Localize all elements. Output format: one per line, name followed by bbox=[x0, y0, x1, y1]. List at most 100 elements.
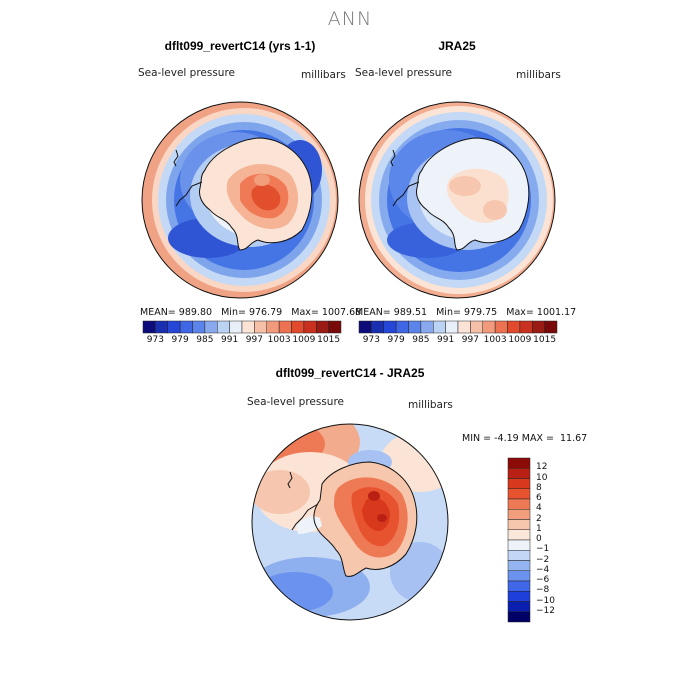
colorbar-panel-1-swatch bbox=[142, 320, 156, 334]
colorbar-panel-1-swatch bbox=[316, 320, 329, 334]
colorbar-panel-2-swatch bbox=[433, 320, 446, 334]
colorbar-panel-2-tick-label: 1015 bbox=[533, 335, 557, 345]
colorbar-panel-3-swatch bbox=[507, 580, 531, 592]
panel-2-variable-label: Sea-level pressure bbox=[355, 67, 453, 79]
figure-title: ANN bbox=[327, 8, 373, 30]
colorbar-panel-1-swatch bbox=[254, 320, 267, 334]
colorbar-panel-2-swatch bbox=[358, 320, 372, 334]
panel-2-max: 1001.17 bbox=[536, 307, 577, 318]
colorbar-panel-1-tick-label: 985 bbox=[196, 335, 214, 345]
panel-1-max: 1007.68 bbox=[321, 307, 362, 318]
colorbar-panel-3-swatch bbox=[507, 570, 531, 582]
colorbar-panel-2-ticks: 973 979 985 991 997 1003 1009 1015 bbox=[359, 335, 557, 347]
colorbar-panel-3-tick-label: 0 bbox=[536, 534, 542, 544]
colorbar-panel-1-swatch bbox=[328, 320, 342, 334]
panel-3-map bbox=[251, 423, 449, 621]
colorbar-panel-3 bbox=[507, 457, 531, 623]
colorbar-panel-3-swatch bbox=[507, 478, 531, 489]
colorbar-panel-3-swatch bbox=[507, 560, 531, 571]
colorbar-panel-1-tick-label: 1009 bbox=[292, 335, 316, 345]
colorbar-panel-2-tick-label: 973 bbox=[362, 335, 380, 345]
colorbar-panel-3-tick-label: 6 bbox=[536, 493, 542, 503]
colorbar-panel-2-swatch bbox=[532, 320, 545, 334]
colorbar-panel-2-swatch bbox=[371, 320, 384, 334]
panel-3-max: 11.67 bbox=[559, 433, 588, 444]
panel-1-variable-label: Sea-level pressure bbox=[138, 67, 236, 79]
colorbar-panel-3-swatch bbox=[507, 601, 531, 612]
colorbar-panel-2-swatch bbox=[470, 320, 483, 334]
colorbar-panel-2-tick-label: 1003 bbox=[483, 335, 507, 345]
panel-2-mean: 989.51 bbox=[393, 307, 428, 318]
colorbar-panel-1-swatch bbox=[241, 320, 255, 334]
colorbar-panel-3-swatch bbox=[507, 611, 531, 623]
colorbar-panel-2-tick-label: 1009 bbox=[508, 335, 532, 345]
panel-1-map bbox=[141, 101, 339, 299]
colorbar-panel-3-tick-label: −12 bbox=[536, 605, 555, 616]
colorbar-panel-2-swatch bbox=[482, 320, 496, 334]
panel-2-min: 979.75 bbox=[463, 307, 498, 318]
colorbar-panel-3-tick-label: −8 bbox=[536, 585, 550, 596]
colorbar-panel-1-swatch bbox=[266, 320, 280, 334]
colorbar-panel-3-swatch bbox=[507, 519, 531, 530]
colorbar-panel-3-swatch bbox=[507, 529, 531, 541]
panel-1-units-label: millibars bbox=[301, 69, 346, 81]
colorbar-panel-1-tick-label: 991 bbox=[221, 335, 239, 345]
colorbar-panel-3-tick-label: 12 bbox=[536, 462, 548, 473]
colorbar-panel-1-tick-label: 973 bbox=[146, 335, 164, 345]
colorbar-panel-1-swatch bbox=[192, 320, 206, 334]
colorbar-panel-3-swatch bbox=[507, 498, 531, 510]
panel-1-min: 976.79 bbox=[248, 307, 283, 318]
colorbar-panel-1-tick-label: 1015 bbox=[317, 335, 341, 345]
colorbar-panel-3-ticks: 12 10 8 6 4 2 1 0 −1 −2 −4 −6 −8 −10 −12 bbox=[536, 458, 576, 622]
colorbar-panel-2-swatch bbox=[445, 320, 459, 334]
colorbar-panel-2-tick-label: 997 bbox=[461, 335, 479, 345]
colorbar-panel-2-swatch bbox=[519, 320, 533, 334]
colorbar-panel-2-swatch bbox=[408, 320, 422, 334]
colorbar-panel-2-swatch bbox=[494, 320, 508, 334]
colorbar-panel-3-tick-label: 2 bbox=[536, 513, 542, 524]
colorbar-panel-2-swatch bbox=[457, 320, 471, 334]
colorbar-panel-3-tick-label: −2 bbox=[536, 554, 550, 565]
colorbar-panel-3-swatch bbox=[507, 509, 531, 520]
colorbar-panel-1-swatch bbox=[291, 320, 305, 334]
colorbar-panel-1-ticks: 973 979 985 991 997 1003 1009 1015 bbox=[143, 335, 341, 347]
colorbar-panel-2-swatch bbox=[544, 320, 558, 334]
colorbar-panel-3-tick-label: −6 bbox=[536, 575, 550, 585]
colorbar-panel-1-swatch bbox=[278, 320, 292, 334]
panel-2-units-label: millibars bbox=[516, 69, 561, 81]
colorbar-panel-3-swatch bbox=[507, 539, 531, 551]
colorbar-panel-2-swatch bbox=[507, 320, 521, 334]
colorbar-panel-1-swatch bbox=[167, 320, 181, 334]
colorbar-panel-2-swatch bbox=[383, 320, 397, 334]
colorbar-panel-1-swatch bbox=[217, 320, 230, 334]
colorbar-panel-3-tick-label: −1 bbox=[536, 544, 550, 555]
colorbar-panel-3-tick-label: 1 bbox=[536, 523, 542, 534]
colorbar-panel-3-tick-label: 10 bbox=[536, 472, 548, 483]
colorbar-panel-3-tick-label: 8 bbox=[536, 482, 542, 493]
panel-3-min: -4.19 bbox=[494, 433, 519, 444]
panel-2-stats: MEAN= 989.51 Min= 979.75 Max= 1001.17 bbox=[355, 307, 577, 318]
colorbar-panel-3-swatch bbox=[507, 591, 531, 602]
colorbar-panel-1-tick-label: 979 bbox=[171, 335, 189, 345]
panel-1-mean: 989.80 bbox=[178, 307, 213, 318]
panel-3-units-label: millibars bbox=[408, 399, 453, 411]
colorbar-panel-1-tick-label: 1003 bbox=[267, 335, 291, 345]
colorbar-panel-1-swatch bbox=[303, 320, 317, 334]
colorbar-panel-2-tick-label: 991 bbox=[437, 335, 455, 345]
colorbar-panel-3-tick-label: −10 bbox=[536, 595, 555, 606]
panel-3-title: dflt099_revertC14 - JRA25 bbox=[275, 366, 425, 380]
colorbar-panel-2-swatch bbox=[395, 320, 409, 334]
panel-3-variable-label: Sea-level pressure bbox=[247, 396, 345, 408]
panel-2-title: JRA25 bbox=[438, 39, 476, 53]
colorbar-panel-1-swatch bbox=[179, 320, 193, 334]
panel-1-title: dflt099_revertC14 (yrs 1-1) bbox=[164, 39, 316, 53]
colorbar-panel-1-swatch bbox=[204, 320, 218, 334]
colorbar-panel-3-swatch bbox=[507, 468, 531, 479]
colorbar-panel-3-tick-label: −4 bbox=[536, 564, 550, 575]
colorbar-panel-3-swatch bbox=[507, 550, 531, 561]
colorbar-panel-2-swatch bbox=[420, 320, 434, 334]
colorbar-panel-1-swatch bbox=[155, 320, 168, 334]
colorbar-panel-2 bbox=[358, 320, 558, 334]
colorbar-panel-3-swatch bbox=[507, 488, 531, 500]
panel-1-stats: MEAN= 989.80 Min= 976.79 Max= 1007.68 bbox=[140, 307, 362, 318]
